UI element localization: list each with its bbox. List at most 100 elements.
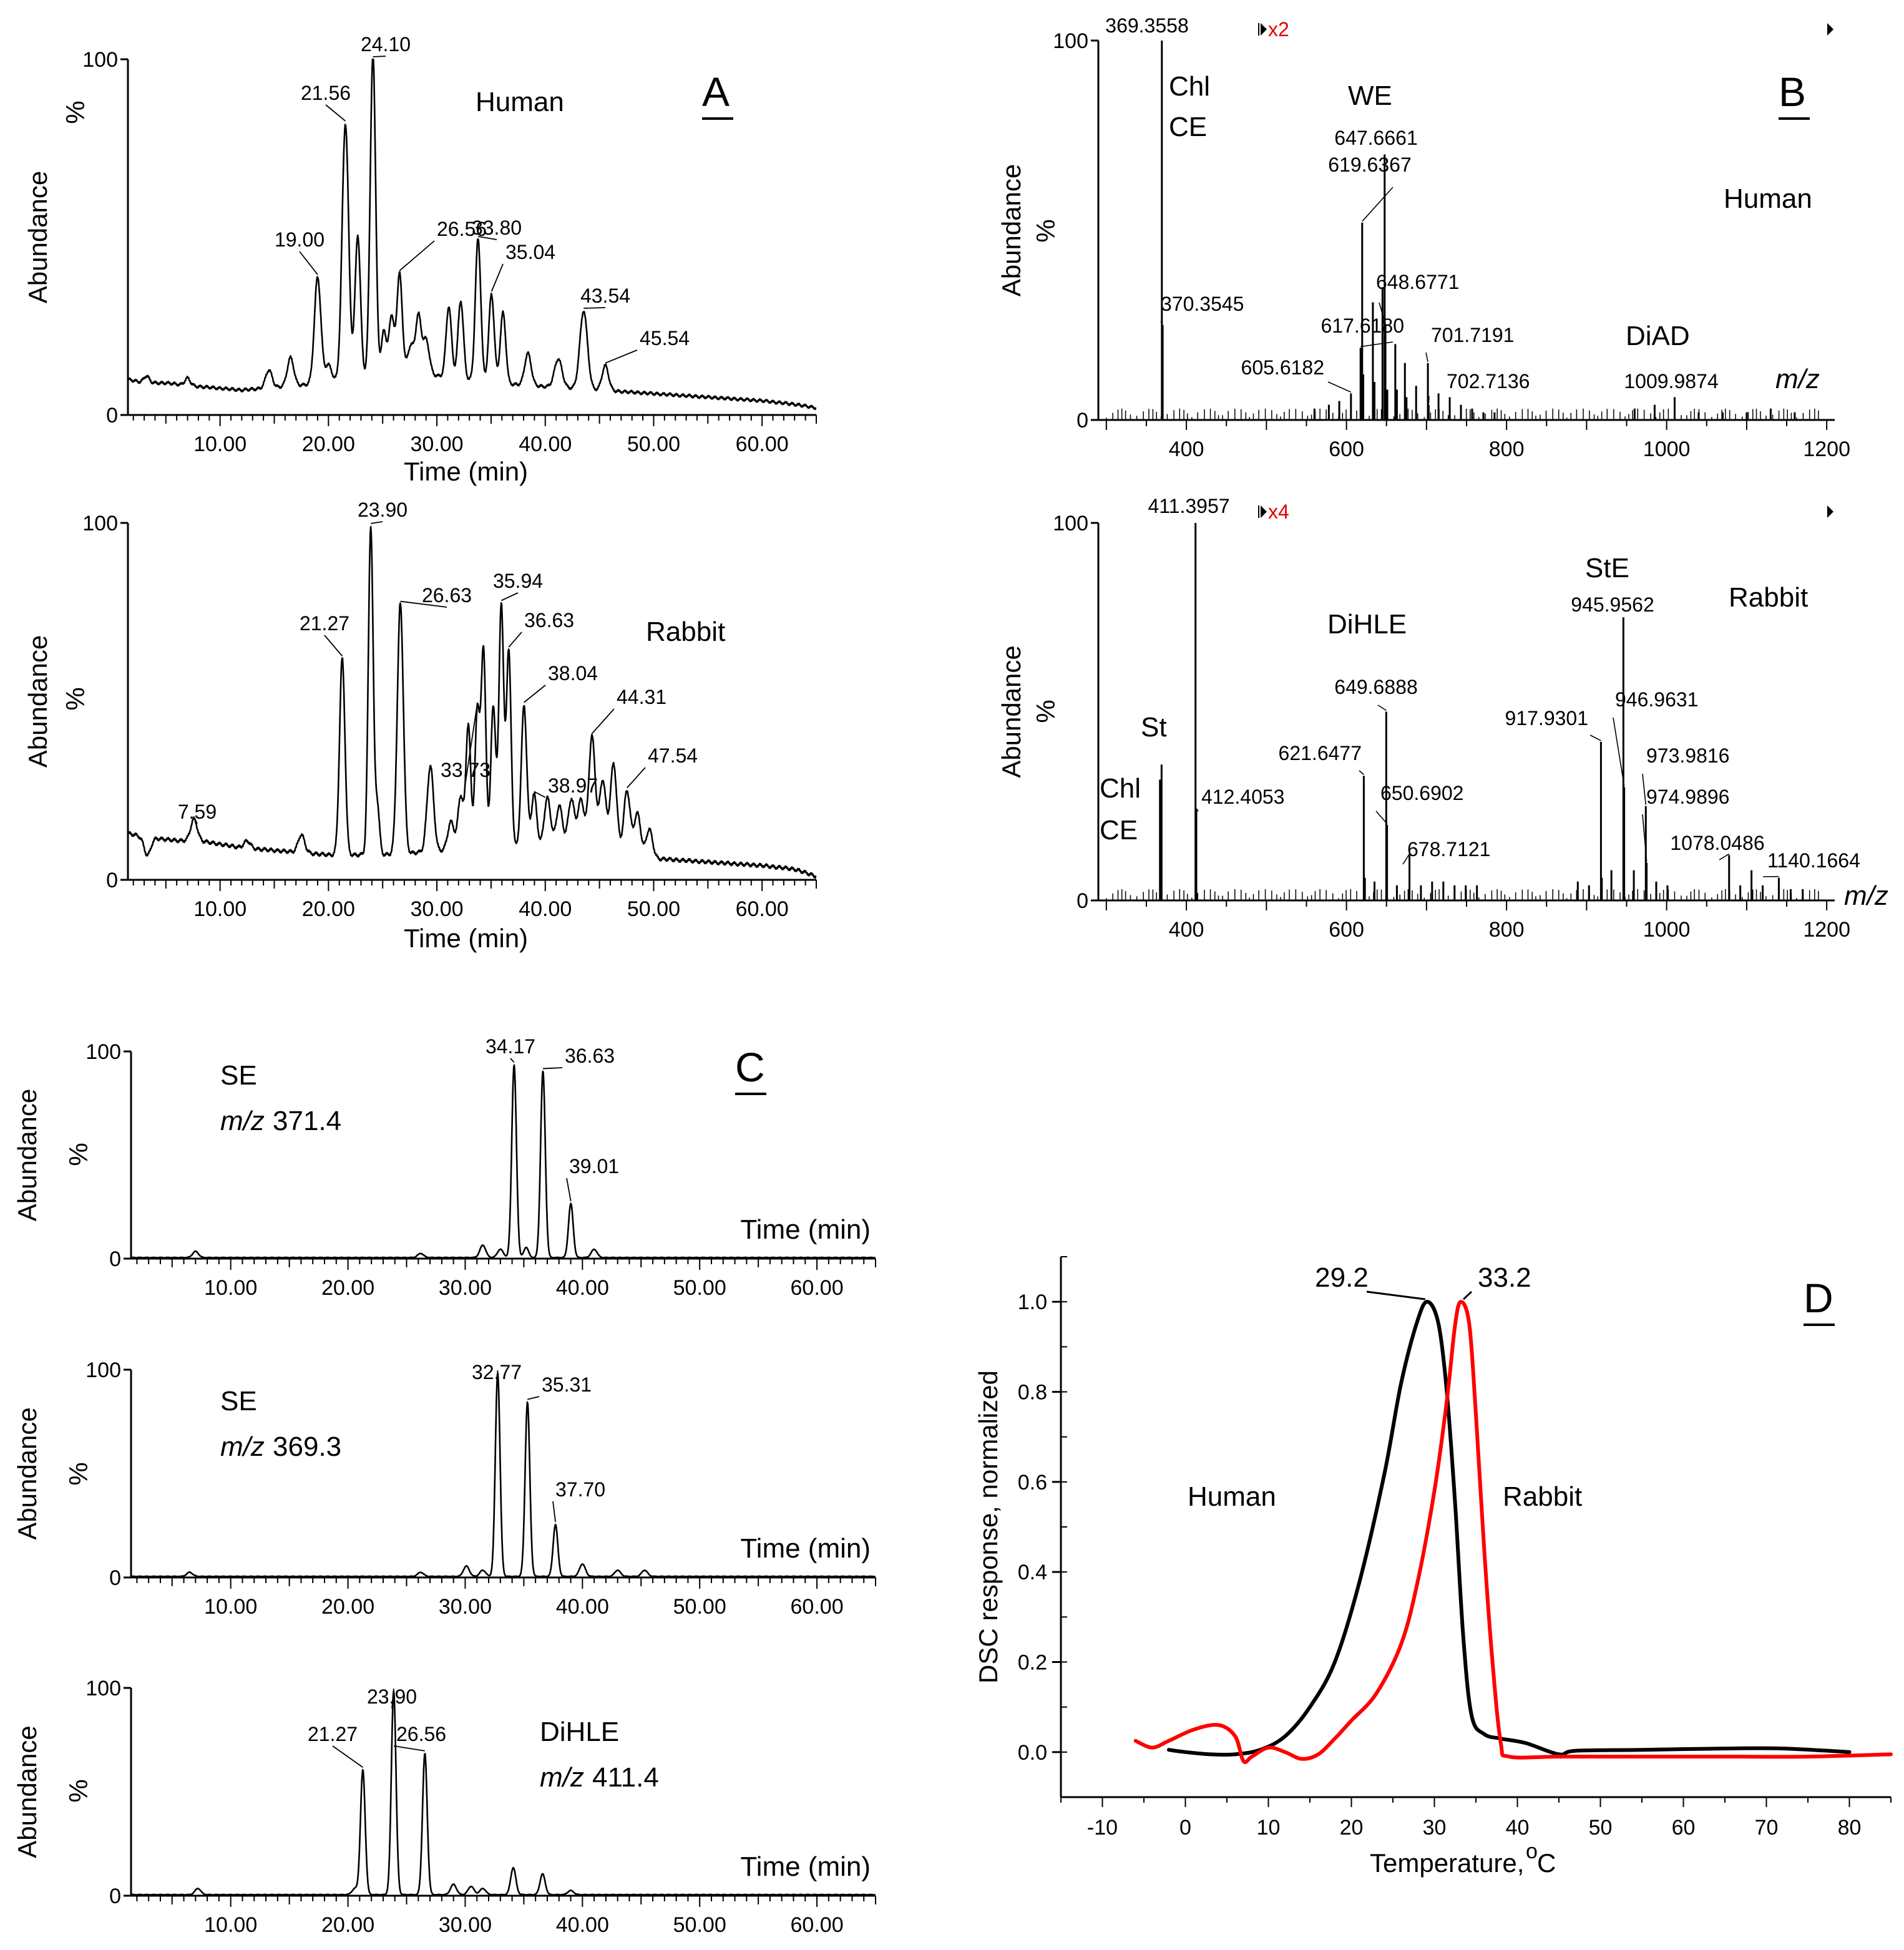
- A_human-peak-leader: [399, 240, 435, 271]
- B_rabbit-peak-label: 649.6888: [1334, 676, 1417, 698]
- D-y-tick-label: 0.8: [1018, 1381, 1047, 1405]
- A_human-x-title: Time (min): [404, 457, 528, 486]
- C_371-x-tick-label: 10.00: [204, 1276, 257, 1300]
- B_rabbit-peak-label: 411.3957: [1148, 495, 1229, 517]
- B_human-peak-label: 617.6180: [1321, 314, 1404, 337]
- A-panel-letter: A: [702, 69, 730, 115]
- C_411-time-label: Time (min): [740, 1851, 871, 1882]
- A_rabbit-peak-label: 23.90: [358, 499, 408, 521]
- C_411-y-percent: %: [64, 1779, 93, 1802]
- C_411-peak-leader: [332, 1745, 363, 1768]
- A_human-peak-label: 24.10: [361, 33, 411, 56]
- C_371-peak-leader: [542, 1067, 563, 1070]
- B-human-we-label: WE: [1348, 80, 1392, 111]
- C_411-peak-label: 21.27: [308, 1723, 358, 1745]
- C_411-y-title: Abundance: [12, 1725, 42, 1858]
- C_371-peak-label: 39.01: [569, 1155, 619, 1177]
- D-series-line-rabbit: [1133, 1300, 1893, 1764]
- B_rabbit-peak-label: 945.9562: [1571, 593, 1654, 616]
- C_369-x-tick-label: 50.00: [673, 1595, 726, 1619]
- A_human-peak-leader: [491, 263, 504, 292]
- B_rabbit-peak-leader: [1196, 808, 1199, 812]
- C_369-x-tick-label: 30.00: [439, 1595, 492, 1619]
- C_369-trace: [130, 1372, 876, 1578]
- B_rabbit-y-tick-label: 0: [1076, 889, 1088, 913]
- D-x-tick-label: 80: [1838, 1816, 1862, 1840]
- D-panel-letter: D: [1804, 1275, 1833, 1321]
- C_411-x-tick-label: 60.00: [791, 1913, 844, 1937]
- B_human-x-tick-label: 400: [1169, 437, 1204, 461]
- C_411-x-tick-label: 10.00: [204, 1913, 257, 1937]
- D-y-tick-label: 1.0: [1018, 1290, 1047, 1314]
- B_human-peak-label: 1009.9874: [1624, 370, 1718, 392]
- D-rabbit-label: Rabbit: [1503, 1481, 1582, 1512]
- C_371-x-tick-label: 50.00: [673, 1276, 726, 1300]
- A_human-peak-leader: [477, 236, 497, 240]
- B_human-y-percent: %: [1031, 219, 1060, 242]
- C_369-x-tick-label: 10.00: [204, 1595, 257, 1619]
- C-panel-letter: C: [735, 1044, 765, 1090]
- B_human-y-tick-label: 0: [1076, 409, 1088, 432]
- B_human-scale-arrow-icon: [1261, 23, 1267, 36]
- A_rabbit-x-tick-label: 40.00: [519, 897, 572, 921]
- D-peak-label: 29.2: [1315, 1262, 1369, 1293]
- C_369-peak-label: 35.31: [542, 1373, 592, 1396]
- D-x-tick-label: 20: [1340, 1816, 1364, 1840]
- A_rabbit-peak-label: 36.63: [524, 609, 574, 631]
- B_rabbit-peak-leader: [1375, 811, 1388, 824]
- A_rabbit-peak-leader: [465, 703, 478, 782]
- A_human-peak-label: 43.54: [580, 285, 630, 307]
- A_rabbit-x-tick-label: 60.00: [736, 897, 789, 921]
- A_rabbit-peak-label: 7.59: [178, 801, 217, 823]
- A_rabbit-peak-leader: [500, 592, 519, 602]
- B_rabbit-peak-label: 974.9896: [1646, 786, 1729, 808]
- A_human-y-title: Abundance: [23, 171, 52, 304]
- B_human-x-tick-label: 600: [1329, 437, 1364, 461]
- A_human-peak-label: 35.04: [505, 241, 555, 263]
- C_371-x-tick-label: 60.00: [791, 1276, 844, 1300]
- C_411-peak-label: 23.90: [367, 1685, 417, 1708]
- D-y-tick-label: 0.0: [1018, 1741, 1047, 1765]
- D-x-title: Temperature,: [1370, 1848, 1524, 1878]
- D-y-title: DSC response, normalized: [974, 1370, 1003, 1684]
- B-human-diad-label: DiAD: [1626, 321, 1690, 351]
- A_rabbit-peak-leader: [400, 600, 447, 608]
- A_human-peak-label: 19.00: [275, 228, 325, 251]
- B-human-chl-label: Chl: [1169, 71, 1210, 102]
- A-human-annotation: Human: [476, 87, 564, 117]
- B_rabbit-peak-label: 973.9816: [1646, 744, 1729, 767]
- D-peak-leader: [1463, 1290, 1473, 1300]
- D-y-tick-label: 0.2: [1018, 1651, 1047, 1675]
- B_human-peak-leader: [1360, 341, 1394, 348]
- C_371-y-percent: %: [64, 1143, 93, 1166]
- C_371-time-label: Time (min): [740, 1214, 871, 1245]
- B_human-peak-leader: [1327, 381, 1352, 393]
- B_rabbit-x-tick-label: 1200: [1803, 918, 1850, 942]
- A_human-x-tick-label: 30.00: [411, 432, 464, 456]
- C_369-peak-label: 32.77: [472, 1361, 522, 1383]
- C_371-peak-label: 36.63: [565, 1045, 615, 1067]
- C_371-mz-value: 371.4: [273, 1106, 341, 1136]
- B_rabbit-peak-leader: [1642, 814, 1648, 862]
- A_human-peak-leader: [325, 104, 346, 122]
- B_rabbit-x-tick-label: 600: [1329, 918, 1364, 942]
- A_human-peak-label: 33.80: [472, 217, 522, 239]
- B_rabbit-peak-label: 946.9631: [1615, 688, 1698, 711]
- C_369-peak-leader: [527, 1396, 540, 1400]
- D-x-tick-label: 70: [1755, 1816, 1779, 1840]
- A_rabbit-peak-label: 44.31: [617, 686, 666, 708]
- D-y-tick-label: 0.4: [1018, 1561, 1047, 1584]
- C_411-mz-value: 411.4: [592, 1762, 659, 1793]
- D-x-tick-label: 30: [1423, 1816, 1447, 1840]
- A_human-peak-leader: [299, 251, 318, 275]
- A_rabbit-y-tick-label: 100: [82, 512, 118, 535]
- B_human-scale-end-icon: [1827, 23, 1833, 36]
- C_371-mz-label: m/z: [220, 1106, 265, 1136]
- B_rabbit-peak-leader: [1402, 853, 1410, 865]
- A_rabbit-x-tick-label: 50.00: [627, 897, 680, 921]
- B_human-scale-note: x2: [1268, 18, 1289, 41]
- A_human-y-percent: %: [61, 100, 90, 124]
- C_371-trace: [130, 1064, 876, 1259]
